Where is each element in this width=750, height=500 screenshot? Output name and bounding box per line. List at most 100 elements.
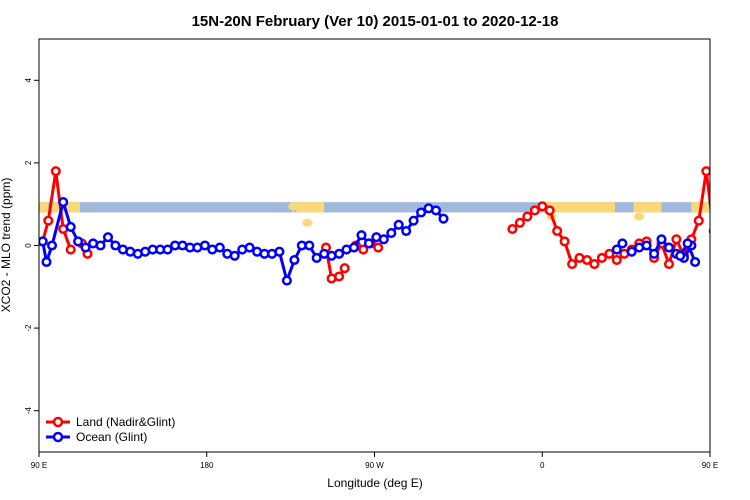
data-point bbox=[289, 254, 300, 266]
land-band bbox=[39, 202, 49, 213]
data-point bbox=[430, 205, 442, 216]
land-band bbox=[691, 202, 710, 213]
data-point bbox=[199, 240, 210, 251]
series-group bbox=[39, 166, 750, 286]
data-point bbox=[46, 240, 58, 251]
data-point bbox=[373, 242, 384, 253]
data-point bbox=[416, 207, 427, 218]
y-tick-label: 4 bbox=[24, 78, 33, 83]
data-point bbox=[740, 240, 748, 248]
data-point bbox=[65, 244, 76, 255]
data-point bbox=[102, 232, 114, 243]
data-point bbox=[717, 246, 725, 254]
data-point bbox=[611, 254, 622, 266]
data-point bbox=[522, 211, 533, 222]
data-point bbox=[537, 201, 548, 212]
data-point bbox=[649, 248, 660, 259]
data-point bbox=[39, 236, 48, 247]
data-point bbox=[58, 197, 69, 208]
land-band bbox=[633, 202, 662, 213]
data-point bbox=[214, 242, 225, 253]
data-point bbox=[408, 215, 419, 226]
x-tick-label: 90 W bbox=[365, 461, 384, 470]
data-point bbox=[95, 240, 106, 251]
data-point bbox=[663, 242, 675, 253]
data-point bbox=[617, 238, 628, 249]
data-point bbox=[656, 234, 667, 245]
data-point bbox=[529, 205, 540, 216]
y-tick-label: -2 bbox=[24, 324, 33, 332]
land-band bbox=[542, 202, 615, 213]
data-point bbox=[708, 227, 710, 235]
y-tick-label: 0 bbox=[24, 243, 33, 248]
land-blob bbox=[712, 217, 722, 225]
data-point bbox=[80, 242, 91, 253]
x-tick-label: 90 E bbox=[31, 461, 47, 470]
data-point bbox=[559, 236, 570, 247]
data-point bbox=[65, 221, 76, 232]
data-point bbox=[682, 238, 693, 249]
legend-marker-land bbox=[52, 416, 64, 428]
land-blob bbox=[302, 218, 313, 227]
data-point bbox=[304, 240, 315, 251]
data-point bbox=[386, 228, 397, 239]
data-point bbox=[708, 198, 710, 206]
land-blob bbox=[634, 212, 645, 221]
data-point bbox=[596, 252, 607, 263]
data-point bbox=[552, 225, 563, 237]
series-0 bbox=[39, 166, 748, 284]
data-point bbox=[311, 252, 322, 263]
data-point bbox=[334, 248, 345, 259]
y-tick-label: -4 bbox=[24, 407, 33, 415]
data-point bbox=[626, 246, 637, 257]
data-point bbox=[514, 217, 525, 228]
data-point bbox=[567, 259, 578, 270]
ocean-band bbox=[39, 202, 710, 213]
data-point bbox=[671, 234, 682, 245]
x-axis: 90 E 180 90 W 0 90 E bbox=[31, 452, 718, 470]
data-point bbox=[229, 250, 240, 261]
data-point bbox=[732, 250, 740, 258]
land-blob bbox=[288, 202, 299, 211]
data-point bbox=[438, 213, 449, 224]
data-point bbox=[334, 271, 345, 282]
data-point bbox=[604, 248, 615, 259]
data-point bbox=[162, 244, 173, 255]
data-point bbox=[725, 238, 733, 246]
series-1 bbox=[39, 197, 750, 286]
land-ocean-strip bbox=[39, 202, 722, 227]
x-tick-label: 90 E bbox=[702, 461, 718, 470]
x-tick-label: 180 bbox=[200, 461, 214, 470]
x-axis-label: Longitude (deg E) bbox=[327, 476, 422, 490]
data-point bbox=[740, 238, 748, 246]
data-point bbox=[244, 242, 255, 253]
data-point bbox=[693, 215, 704, 226]
y-axis-label: XCO2 - MLO trend (ppm) bbox=[0, 178, 13, 313]
data-point bbox=[110, 240, 121, 251]
data-point bbox=[50, 166, 61, 177]
data-point bbox=[274, 246, 285, 257]
data-point bbox=[281, 275, 292, 286]
data-point bbox=[544, 205, 555, 216]
data-point bbox=[701, 166, 710, 177]
data-point bbox=[717, 223, 725, 231]
data-point bbox=[507, 223, 518, 235]
y-axis: -4 -2 0 2 4 bbox=[24, 78, 39, 415]
legend-marker-ocean bbox=[52, 431, 64, 443]
data-point bbox=[732, 244, 740, 252]
data-point bbox=[690, 256, 701, 268]
series-line bbox=[714, 202, 750, 254]
x-tick-label: 0 bbox=[540, 461, 545, 470]
data-point bbox=[581, 254, 593, 266]
data-point bbox=[43, 215, 54, 226]
data-point bbox=[73, 236, 84, 247]
data-point bbox=[663, 259, 675, 270]
data-point bbox=[358, 244, 369, 255]
data-point bbox=[725, 240, 733, 248]
legend-label-ocean: Ocean (Glint) bbox=[76, 430, 147, 444]
land-band bbox=[296, 202, 325, 213]
data-point bbox=[348, 242, 360, 253]
data-point bbox=[393, 219, 404, 230]
data-point bbox=[589, 259, 600, 270]
